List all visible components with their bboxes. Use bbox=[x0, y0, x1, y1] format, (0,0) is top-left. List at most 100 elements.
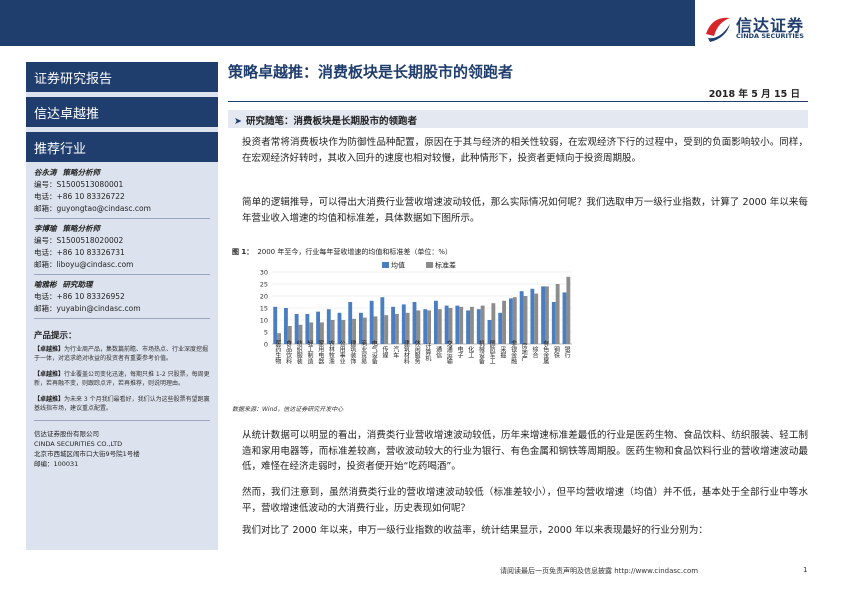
bar-std bbox=[555, 284, 560, 344]
tip-text: 为行业周产品，集数篇前瞻、市场热点、行业深度挖掘于一体，对追求绝对收益的投资者有… bbox=[34, 346, 209, 362]
bar-mean bbox=[316, 311, 320, 344]
bar-mean bbox=[498, 312, 503, 344]
bar-std bbox=[277, 333, 281, 344]
bar-mean bbox=[284, 308, 288, 344]
x-tick-label: 商业贸易 bbox=[360, 339, 367, 365]
bar-mean bbox=[423, 309, 428, 344]
analyst-card: 谷永涛 策略分析师 编号：S1500513080001 电话：+86 10 83326… bbox=[26, 163, 218, 215]
x-tick-label: 有色金属 bbox=[542, 339, 549, 365]
bar-std bbox=[448, 308, 453, 344]
x-tick-label: 计算机 bbox=[424, 342, 431, 362]
bar-std bbox=[309, 322, 314, 344]
x-tick-label: 轻工制造 bbox=[306, 339, 313, 365]
bar-std bbox=[373, 316, 378, 344]
analyst-card: 喻雅彬 研究助理 电话：+86 10 83326952 邮箱：yuyabin@cind… bbox=[26, 275, 218, 315]
analyst-list: 谷永涛 策略分析师 编号：S1500513080001 电话：+86 10 83326… bbox=[26, 163, 218, 319]
product-tip: 【卓越推】为行业周产品，集数篇前瞻、市场热点、行业深度挖掘于一体，对追求绝对收益… bbox=[34, 345, 210, 363]
analyst-role: 策略分析师 bbox=[62, 224, 101, 233]
section-heading: ➤ 研究随笔：消费板块是长期股市的领跑者 bbox=[228, 110, 808, 128]
bar-mean bbox=[551, 302, 556, 344]
x-tick-label: 传媒 bbox=[381, 345, 388, 359]
analyst-contact-line: 电话：+86 10 83326722 bbox=[34, 192, 125, 201]
company-line: 北京市西城区闹市口大街9号院1号楼 bbox=[34, 450, 140, 458]
x-tick-label: 家用电器 bbox=[317, 339, 324, 365]
company-info: 信达证券股份有限公司 CINDA SECURITIES CO.,LTD 北京市西城区… bbox=[26, 421, 218, 469]
analyst-name: 谷永涛 bbox=[34, 168, 57, 177]
bar-mean bbox=[466, 310, 470, 344]
bar-std bbox=[566, 276, 571, 344]
bar-mean bbox=[444, 305, 449, 344]
divider bbox=[34, 274, 210, 275]
tips-title: 产品提示： bbox=[34, 331, 77, 341]
bar-mean bbox=[519, 291, 524, 344]
x-tick-label: 通信 bbox=[435, 345, 442, 359]
bar-mean bbox=[391, 306, 395, 344]
bar-std bbox=[395, 314, 399, 344]
divider bbox=[34, 420, 210, 421]
divider bbox=[34, 218, 210, 219]
bar-std bbox=[545, 286, 549, 344]
bar-mean bbox=[476, 309, 481, 344]
paragraph-1: 投资者常将消费板块作为防御性品种配置，原因在于其与经济的相关性较弱，在宏观经济下… bbox=[242, 137, 808, 164]
x-tick-label: 汽车 bbox=[392, 345, 399, 359]
analyst-card: 李博瑜 策略分析师编号：S1500518020002 电话：+86 10 83326… bbox=[26, 219, 218, 271]
x-tick-label: 钢铁 bbox=[552, 345, 559, 359]
bar-std bbox=[427, 310, 431, 344]
cinda-logo: 信达证券 CINDA SECURITIES bbox=[702, 12, 837, 46]
bar-std bbox=[491, 303, 496, 344]
tip-tag: 【卓越推】 bbox=[34, 371, 65, 378]
y-tick-label: 10 bbox=[260, 317, 268, 325]
x-tick-label: 交通运输 bbox=[445, 339, 452, 365]
x-tick-label: 建筑材料 bbox=[402, 339, 409, 365]
bar-mean bbox=[434, 300, 438, 344]
y-tick-label: 25 bbox=[260, 281, 268, 289]
analyst-role: 研究助理 bbox=[62, 280, 93, 289]
x-tick-label: 公用事业 bbox=[338, 340, 345, 364]
bar-mean bbox=[509, 298, 513, 344]
paragraph-2: 简单的逻辑推导，可以得出大消费行业营收增速波动较低，那么实际情况如何呢？我们选取… bbox=[242, 197, 808, 224]
legend-swatch bbox=[426, 262, 433, 268]
bar-std bbox=[405, 312, 410, 344]
bar-mean bbox=[348, 302, 353, 344]
company-line: 邮编：100031 bbox=[34, 460, 79, 468]
analyst-contact-line: 电话：+86 10 83326731 bbox=[34, 248, 125, 257]
bar-mean bbox=[359, 312, 363, 344]
analyst-contact-line: 邮箱：guyongtao@cindasc.com bbox=[34, 204, 151, 213]
bar-std bbox=[437, 309, 442, 344]
analyst-name: 李博瑜 bbox=[34, 224, 57, 233]
bar-std bbox=[330, 320, 335, 344]
x-tick-label: 银行 bbox=[563, 345, 570, 359]
bar-mean bbox=[541, 286, 545, 344]
analyst-role: 策略分析师 bbox=[62, 168, 101, 177]
bar-mean bbox=[273, 306, 278, 344]
bar-mean bbox=[530, 288, 535, 344]
bar-mean bbox=[401, 304, 406, 344]
x-tick-label: 非银金融 bbox=[510, 339, 517, 365]
bar-mean bbox=[487, 320, 492, 344]
bar-mean bbox=[294, 314, 299, 344]
report-type: 证券研究报告 bbox=[26, 62, 218, 92]
company-line: 信达证券股份有限公司 bbox=[34, 430, 99, 438]
analyst-contact-line: 编号：S1500518020002 bbox=[34, 236, 124, 245]
tips-list: 【卓越推】为行业周产品，集数篇前瞻、市场热点、行业深度挖掘于一体，对追求绝对收益… bbox=[26, 345, 218, 413]
y-tick-label: 20 bbox=[260, 293, 268, 301]
analyst-contact-line: 电话：+86 10 83326952 bbox=[34, 292, 125, 301]
bar-std bbox=[362, 317, 367, 344]
bar-mean bbox=[305, 314, 310, 344]
x-tick-label: 化工 bbox=[467, 345, 474, 358]
tip-tag: 【卓越推】 bbox=[34, 346, 65, 353]
bar-std bbox=[480, 305, 485, 344]
cinda-logo-icon bbox=[706, 17, 730, 42]
report-date: 2018 年 5 月 15 日 bbox=[708, 89, 800, 100]
bar-std bbox=[534, 293, 539, 344]
bar-std bbox=[416, 310, 421, 344]
bar-std bbox=[470, 306, 474, 344]
chart-source: 数据来源：Wind，信达证券研究开发中心 bbox=[232, 406, 344, 413]
bar-std bbox=[352, 318, 356, 344]
legend-swatch bbox=[382, 262, 389, 268]
bar-std bbox=[523, 296, 528, 344]
x-tick-label: 医药生物 bbox=[274, 340, 281, 365]
x-tick-label: 国防军工 bbox=[488, 340, 495, 364]
legend-label: 标准差 bbox=[435, 261, 456, 270]
y-tick-label: 15 bbox=[260, 305, 268, 313]
